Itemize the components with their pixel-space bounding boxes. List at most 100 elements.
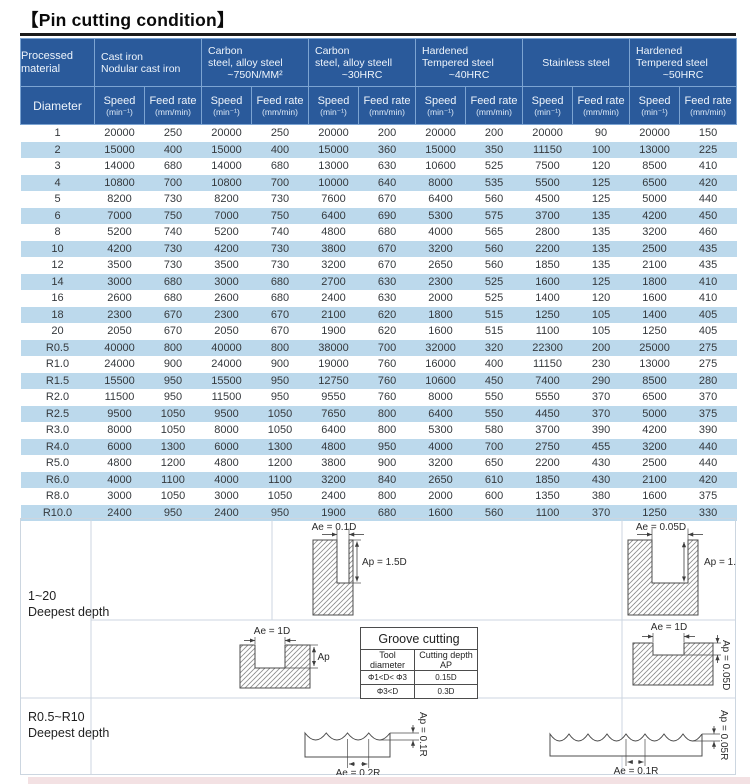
- diagram-wave-left: Ae = 0.2R Ap = 0.1R: [304, 712, 428, 775]
- speed-value-cell: 20000: [211, 127, 242, 139]
- speed-value-cell: 4000: [94, 471, 145, 488]
- speed-value-cell: 5550: [535, 391, 560, 403]
- feed-value-cell: 950: [144, 504, 202, 521]
- speed-header-cell: Speed (min⁻¹): [629, 86, 681, 125]
- groove-cell: 0.3D: [413, 684, 479, 699]
- feed-value-cell: 350: [465, 141, 523, 158]
- feed-value-cell: 400: [484, 358, 504, 370]
- feed-value-cell: 670: [358, 240, 416, 257]
- speed-value-cell: 2300: [415, 273, 466, 290]
- table-row: 8 5200 740 5200 740 4800 680 4000 565 2800 135 3200…: [21, 224, 737, 241]
- feed-header-cell: Feed rate (mm/min): [465, 86, 524, 125]
- speed-label: Speed: [317, 94, 350, 107]
- speed-label: Speed: [210, 94, 243, 107]
- material-name-line: ~50HRC: [662, 68, 704, 81]
- hatched-block: [632, 642, 714, 686]
- speed-value-cell: 2650: [415, 471, 466, 488]
- speed-value-cell: 11500: [104, 391, 135, 403]
- feed-value-cell: 900: [377, 457, 397, 469]
- speed-value-cell: 2200: [522, 240, 573, 257]
- feed-value-cell: 950: [270, 391, 290, 403]
- feed-value-cell: 760: [358, 372, 416, 389]
- speed-value-cell: 2300: [94, 306, 145, 323]
- speed-value-cell: 32000: [415, 339, 466, 356]
- speed-value-cell: 15000: [308, 141, 359, 158]
- feed-value-cell: 575: [465, 207, 523, 224]
- diameter-cell: R2.0: [45, 391, 70, 403]
- speed-value-cell: 3700: [535, 424, 560, 436]
- speed-value-cell: 1600: [428, 325, 453, 337]
- feed-value-cell: 440: [698, 193, 718, 205]
- speed-value-cell: 9500: [94, 405, 145, 422]
- feed-value-cell: 550: [465, 405, 523, 422]
- diameter-cell: R3.0: [45, 424, 70, 436]
- feed-value-cell: 380: [591, 490, 611, 502]
- diameter-cell: 3: [54, 160, 61, 172]
- feed-value-cell: 900: [270, 358, 290, 370]
- feed-value-cell: 950: [163, 391, 183, 403]
- speed-value-cell: 4800: [107, 457, 132, 469]
- speed-value-cell: 1600: [415, 504, 466, 521]
- feed-value-cell: 610: [465, 471, 523, 488]
- feed-value-cell: 670: [251, 306, 309, 323]
- diameter-cell: 20: [51, 325, 64, 337]
- ae-label: Ae = 1D: [651, 622, 687, 633]
- speed-value-cell: 1350: [535, 490, 560, 502]
- feed-value-cell: 135: [591, 259, 611, 271]
- speed-value-cell: 1800: [415, 306, 466, 323]
- feed-value-cell: 670: [163, 325, 183, 337]
- feed-label: Feed rate: [149, 94, 197, 107]
- cutting-diagrams: 1~20 Deepest depth R0.5~R10 Deepest dept…: [20, 518, 736, 775]
- diagram-groove-left: Ae = 1D Ap: [239, 626, 330, 689]
- feed-value-cell: 250: [270, 127, 290, 139]
- feed-value-cell: 150: [698, 127, 718, 139]
- speed-value-cell: 13000: [318, 160, 349, 172]
- speed-value-cell: 1250: [522, 306, 573, 323]
- speed-value-cell: 22300: [522, 339, 573, 356]
- feed-value-cell: 405: [698, 325, 718, 337]
- feed-header-cell: Feed rate (mm/min): [357, 86, 417, 125]
- diameter-cell: R10.0: [20, 504, 95, 521]
- speed-unit: (min⁻¹): [427, 106, 454, 117]
- speed-value-cell: 11150: [522, 141, 573, 158]
- feed-value-cell: 320: [465, 339, 523, 356]
- feed-value-cell: 135: [572, 240, 630, 257]
- speed-header-cell: Speed (min⁻¹): [522, 86, 574, 125]
- diameter-cell: 5: [54, 193, 61, 205]
- feed-value-cell: 640: [358, 174, 416, 191]
- speed-value-cell: 3800: [321, 457, 346, 469]
- feed-value-cell: 275: [698, 358, 718, 370]
- diameter-cell: R5.0: [45, 457, 70, 469]
- speed-value-cell: 7400: [522, 372, 573, 389]
- hatched-block: [627, 539, 699, 616]
- feed-value-cell: 125: [572, 273, 630, 290]
- speed-value-cell: 2400: [321, 490, 346, 502]
- feed-value-cell: 1200: [267, 457, 293, 469]
- feed-value-cell: 120: [591, 160, 611, 172]
- diameter-cell: R0.5: [20, 339, 95, 356]
- table-row: R1.0 24000 900 24000 900 19000 760 16000 400 1115…: [21, 356, 737, 373]
- feed-value-cell: 420: [679, 471, 737, 488]
- feed-value-cell: 370: [698, 391, 718, 403]
- speed-value-cell: 3200: [629, 438, 680, 455]
- ae-label: Ae = 0.05D: [636, 522, 686, 533]
- diagram-groove-right: Ae = 1D Ap = 0.05D: [632, 622, 731, 690]
- feed-header-cell: Feed rate (mm/min): [572, 86, 631, 125]
- diagram-side-cut-005d: Ae = 0.05D Ap = 1.5D: [627, 522, 736, 616]
- table-row: 5 8200 730 8200 730 7600 670 6400 560 4500 125 5000…: [21, 191, 737, 208]
- feed-value-cell: 430: [591, 457, 611, 469]
- speed-value-cell: 10800: [201, 174, 252, 191]
- speed-value-cell: 4500: [535, 193, 560, 205]
- speed-value-cell: 8500: [642, 160, 667, 172]
- speed-value-cell: 9550: [321, 391, 346, 403]
- feed-value-cell: 200: [572, 339, 630, 356]
- speed-value-cell: 15000: [415, 141, 466, 158]
- speed-value-cell: 4800: [214, 457, 239, 469]
- speed-value-cell: 2750: [522, 438, 573, 455]
- speed-value-cell: 20000: [425, 127, 456, 139]
- speed-value-cell: 4000: [201, 471, 252, 488]
- feed-value-cell: 230: [591, 358, 611, 370]
- speed-value-cell: 3500: [214, 259, 239, 271]
- speed-value-cell: 6400: [428, 193, 453, 205]
- feed-value-cell: 370: [572, 504, 630, 521]
